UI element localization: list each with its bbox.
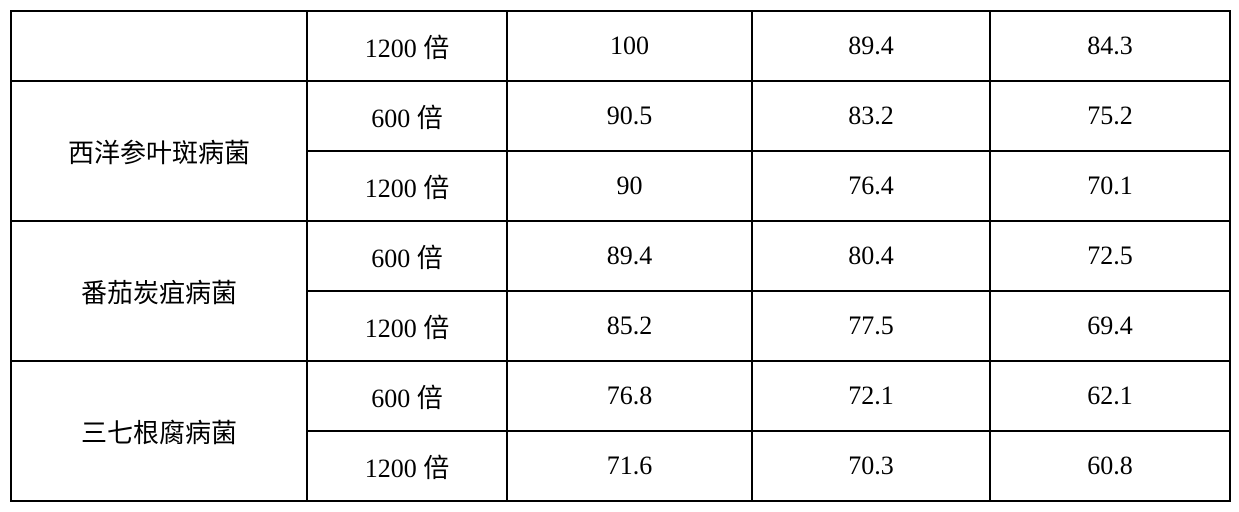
cell-value: 72.5 [990,221,1230,291]
cell-value: 62.1 [990,361,1230,431]
cell-dilution: 1200 倍 [307,291,507,361]
cell-value: 75.2 [990,81,1230,151]
cell-value: 76.4 [752,151,990,221]
cell-value: 90 [507,151,752,221]
cell-dilution: 1200 倍 [307,431,507,501]
cell-value: 84.3 [990,11,1230,81]
cell-value: 76.8 [507,361,752,431]
data-table: 1200 倍 100 89.4 84.3 西洋参叶斑病菌 600 倍 90.5 … [10,10,1231,502]
cell-value: 77.5 [752,291,990,361]
cell-value: 85.2 [507,291,752,361]
cell-value: 100 [507,11,752,81]
cell-value: 90.5 [507,81,752,151]
table-body: 1200 倍 100 89.4 84.3 西洋参叶斑病菌 600 倍 90.5 … [11,11,1230,501]
cell-value: 72.1 [752,361,990,431]
row-label: 西洋参叶斑病菌 [11,81,307,221]
cell-dilution: 600 倍 [307,361,507,431]
cell-value: 89.4 [507,221,752,291]
table-row: 西洋参叶斑病菌 600 倍 90.5 83.2 75.2 [11,81,1230,151]
row-label [11,11,307,81]
cell-value: 70.1 [990,151,1230,221]
row-label: 三七根腐病菌 [11,361,307,501]
table-row: 番茄炭疽病菌 600 倍 89.4 80.4 72.5 [11,221,1230,291]
cell-value: 70.3 [752,431,990,501]
cell-value: 71.6 [507,431,752,501]
cell-value: 69.4 [990,291,1230,361]
cell-value: 60.8 [990,431,1230,501]
table-row: 三七根腐病菌 600 倍 76.8 72.1 62.1 [11,361,1230,431]
cell-value: 80.4 [752,221,990,291]
cell-dilution: 1200 倍 [307,151,507,221]
cell-value: 89.4 [752,11,990,81]
cell-value: 83.2 [752,81,990,151]
cell-dilution: 1200 倍 [307,11,507,81]
cell-dilution: 600 倍 [307,221,507,291]
table-row: 1200 倍 100 89.4 84.3 [11,11,1230,81]
row-label: 番茄炭疽病菌 [11,221,307,361]
cell-dilution: 600 倍 [307,81,507,151]
